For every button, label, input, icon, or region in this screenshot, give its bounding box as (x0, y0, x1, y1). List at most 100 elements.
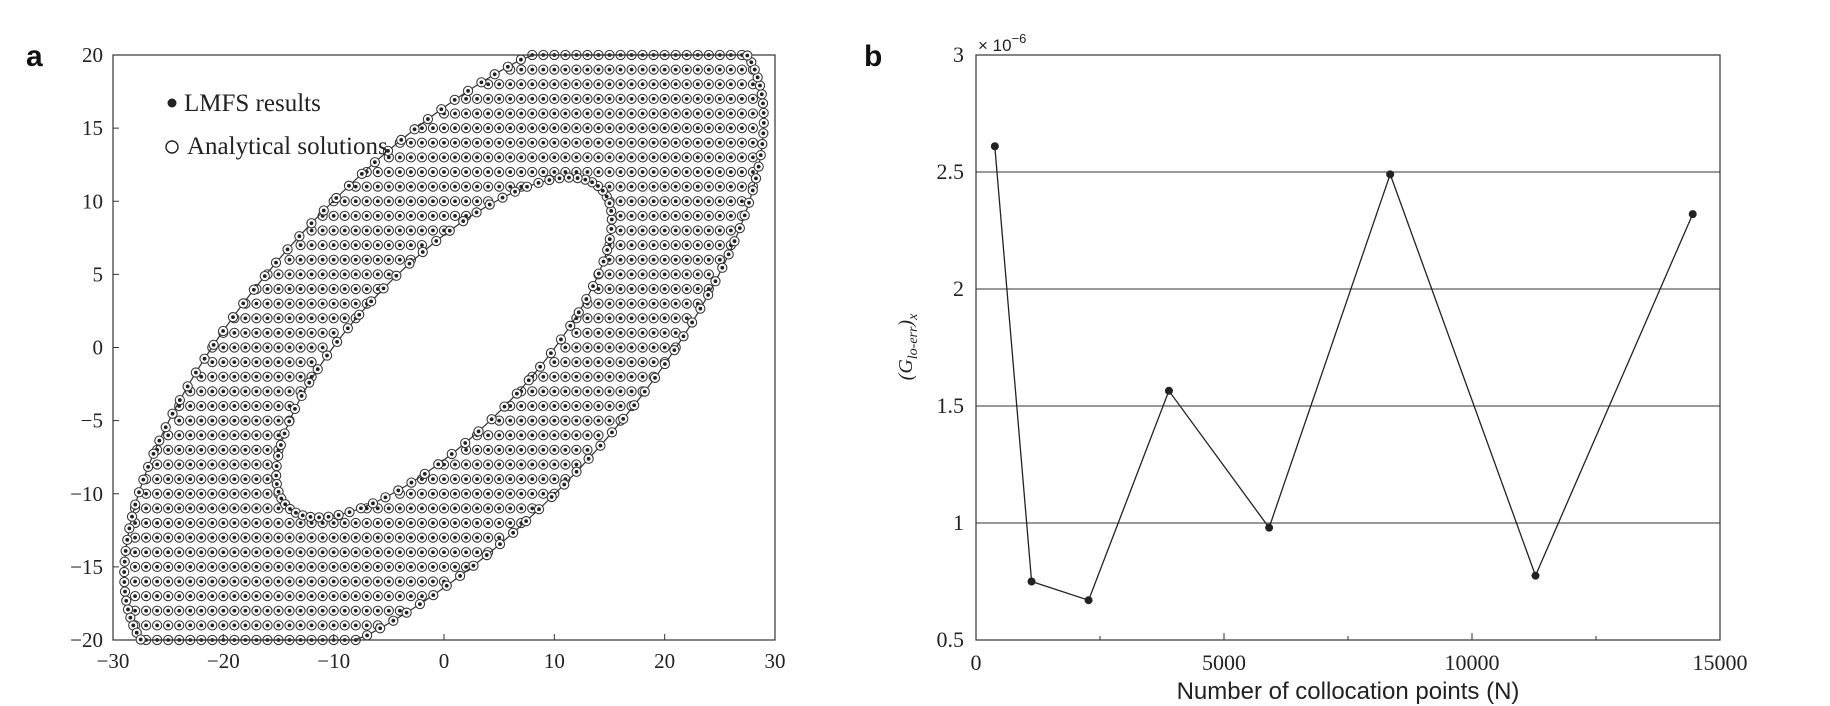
analytical-point (449, 503, 461, 514)
lmfs-point (420, 228, 424, 233)
analytical-point (659, 108, 670, 119)
lmfs-point (453, 564, 457, 569)
analytical-point (560, 137, 571, 148)
analytical-point (615, 210, 626, 221)
analytical-point (438, 473, 450, 485)
analytical-point (394, 561, 405, 573)
analytical-point (460, 517, 472, 529)
lmfs-point (331, 257, 336, 262)
analytical-point (626, 327, 637, 338)
lmfs-point (562, 482, 567, 487)
analytical-point (582, 137, 593, 148)
analytical-point (174, 517, 185, 529)
lmfs-point (618, 67, 623, 72)
lmfs-point (221, 521, 226, 525)
analytical-point (747, 108, 759, 119)
lmfs-point (574, 126, 579, 131)
lmfs-point (695, 272, 700, 277)
lmfs-point (591, 284, 595, 289)
lmfs-point (651, 345, 656, 350)
lmfs-point (163, 425, 168, 430)
lmfs-point (221, 418, 226, 423)
analytical-point (736, 166, 748, 178)
lmfs-point (547, 178, 552, 182)
analytical-point (681, 166, 692, 178)
lmfs-point (596, 184, 600, 188)
analytical-point (449, 137, 461, 148)
analytical-point (736, 152, 748, 163)
lmfs-point (287, 345, 292, 350)
analytical-point (140, 576, 152, 587)
lmfs-point (309, 579, 314, 584)
lmfs-point (651, 228, 656, 233)
lmfs-point (254, 535, 259, 540)
analytical-point (174, 415, 185, 426)
analytical-point (416, 532, 428, 543)
lmfs-point (684, 155, 689, 160)
panel-a-x-tick-label: 10 (544, 649, 565, 673)
lmfs-point (695, 184, 700, 189)
analytical-point (152, 561, 163, 573)
lmfs-point (141, 477, 146, 482)
analytical-point (582, 342, 593, 353)
analytical-point (549, 79, 560, 90)
lmfs-point (574, 360, 579, 365)
analytical-point (317, 313, 328, 324)
analytical-point (725, 64, 736, 75)
analytical-point (626, 64, 637, 75)
lmfs-point (695, 243, 700, 248)
lmfs-point (397, 199, 402, 204)
analytical-point (328, 283, 339, 295)
lmfs-point (342, 243, 347, 248)
lmfs-point (761, 111, 766, 115)
analytical-point (582, 93, 593, 105)
analytical-point (427, 503, 439, 514)
analytical-point (317, 532, 328, 543)
lmfs-point (552, 96, 557, 101)
analytical-point (747, 93, 759, 105)
analytical-point (207, 620, 218, 631)
analytical-point (140, 605, 152, 616)
analytical-point (736, 108, 748, 119)
lmfs-point (144, 535, 149, 540)
analytical-point (240, 620, 251, 631)
analytical-point (218, 591, 229, 602)
lmfs-point (607, 374, 612, 379)
lmfs-point (453, 199, 457, 204)
analytical-point (670, 137, 681, 148)
analytical-point (438, 196, 450, 207)
analytical-point (163, 532, 174, 543)
lmfs-point (177, 608, 182, 613)
analytical-point (516, 459, 527, 470)
lmfs-point (662, 199, 667, 204)
analytical-point (306, 356, 317, 368)
lmfs-point (307, 380, 312, 385)
lmfs-point (453, 550, 457, 555)
lmfs-point (320, 316, 325, 321)
analytical-point (229, 386, 240, 397)
lmfs-point (585, 374, 590, 379)
panel-a-y-tick-label: −5 (81, 409, 103, 433)
lmfs-point (375, 506, 380, 511)
lmfs-point (221, 389, 226, 394)
lmfs-point (673, 316, 678, 321)
lmfs-point (740, 170, 744, 174)
analytical-point (527, 123, 538, 134)
analytical-point (582, 415, 593, 426)
lmfs-point (265, 447, 270, 452)
analytical-point (207, 444, 218, 455)
lmfs-point (505, 64, 510, 69)
analytical-point (582, 386, 593, 397)
lmfs-point (353, 535, 358, 540)
lmfs-point (651, 126, 656, 131)
lmfs-point (287, 623, 292, 628)
analytical-point (494, 108, 505, 119)
analytical-point (129, 591, 141, 602)
analytical-point (703, 137, 714, 148)
lmfs-point (585, 389, 590, 394)
lmfs-point (342, 301, 347, 306)
analytical-point (582, 400, 593, 412)
lmfs-point (364, 608, 369, 613)
lmfs-point (662, 362, 667, 366)
lmfs-point (758, 83, 762, 88)
